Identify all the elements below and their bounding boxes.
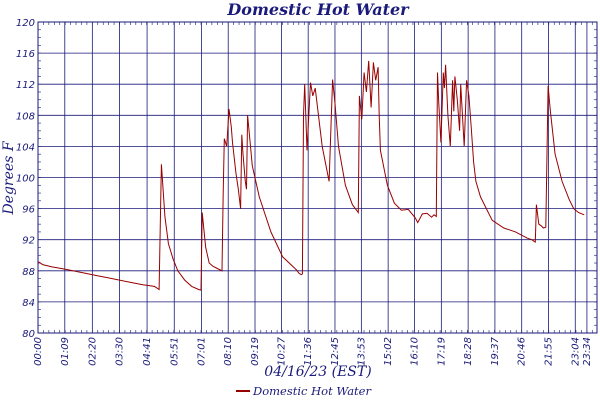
y-tick-label: 88 bbox=[22, 267, 35, 278]
y-tick-label: 116 bbox=[16, 49, 35, 60]
chart-title: Domestic Hot Water bbox=[226, 0, 410, 19]
x-tick-label: 21:55 bbox=[543, 337, 554, 366]
x-tick-label: 12:45 bbox=[330, 337, 341, 366]
plot-frame bbox=[37, 21, 598, 334]
x-tick-label: 05:51 bbox=[169, 337, 180, 366]
x-tick-label: 09:19 bbox=[250, 337, 261, 366]
x-tick-label: 15:02 bbox=[383, 337, 394, 366]
y-axis: 80 84 88 92 96 100 104 108 112 116 120 bbox=[16, 18, 35, 340]
x-tick-label: 23:34 bbox=[582, 337, 593, 366]
x-tick-label: 16:10 bbox=[410, 337, 421, 366]
y-tick-label: 108 bbox=[16, 111, 35, 122]
y-axis-label: Degrees F bbox=[1, 140, 17, 215]
x-tick-label: 01:09 bbox=[60, 337, 71, 366]
y-tick-label: 100 bbox=[16, 174, 35, 185]
grid bbox=[37, 21, 597, 334]
x-tick-label: 08:10 bbox=[223, 337, 234, 366]
x-tick-label: 18:28 bbox=[463, 337, 474, 366]
x-axis-label: 04/16/23 (EST) bbox=[264, 364, 371, 380]
legend: Domestic Hot Water bbox=[236, 384, 372, 398]
x-tick-label: 07:01 bbox=[196, 337, 207, 366]
x-tick-label: 20:46 bbox=[517, 337, 528, 366]
x-tick-label: 04:41 bbox=[142, 337, 153, 366]
x-tick-label: 17:19 bbox=[436, 337, 447, 366]
y-tick-label: 104 bbox=[16, 142, 35, 153]
x-tick-label: 03:30 bbox=[115, 337, 126, 366]
legend-label: Domestic Hot Water bbox=[252, 384, 372, 398]
x-axis: 00:00 01:09 02:20 03:30 04:41 05:51 07:01 08:10… bbox=[33, 336, 593, 365]
x-tick-label: 11:36 bbox=[303, 337, 314, 366]
x-tick-label: 13:53 bbox=[356, 337, 367, 366]
x-tick-label: 19:37 bbox=[490, 336, 501, 365]
y-tick-label: 92 bbox=[22, 236, 35, 247]
series-line bbox=[37, 60, 585, 291]
x-tick-label: 23:04 bbox=[570, 337, 581, 366]
y-tick-label: 112 bbox=[16, 80, 35, 91]
x-tick-label: 02:20 bbox=[87, 337, 98, 366]
y-tick-label: 96 bbox=[22, 205, 35, 216]
y-tick-label: 84 bbox=[22, 298, 35, 309]
y-tick-label: 80 bbox=[22, 329, 35, 340]
y-tick-label: 120 bbox=[16, 18, 35, 29]
x-tick-label: 10:27 bbox=[276, 336, 287, 365]
x-tick-label: 00:00 bbox=[33, 337, 44, 366]
